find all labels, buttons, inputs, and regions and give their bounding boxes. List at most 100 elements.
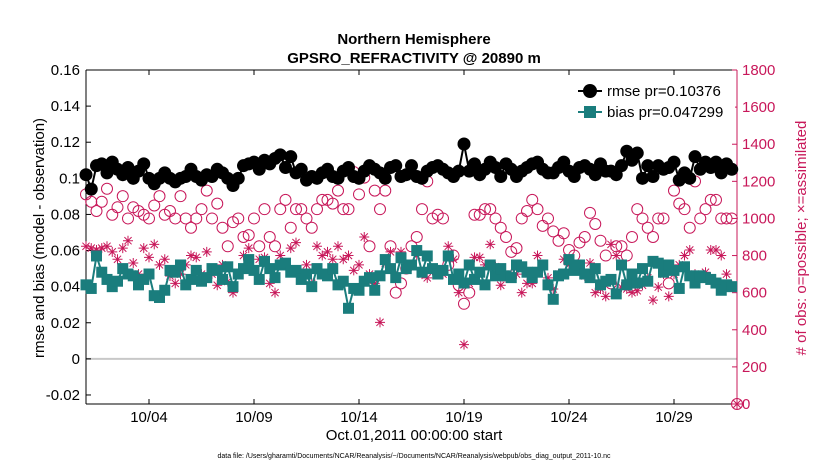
possible-obs-point [389, 286, 402, 299]
rmse-point [84, 182, 98, 196]
bias-point [421, 250, 433, 262]
possible-obs-point [589, 218, 602, 231]
possible-obs-point [95, 195, 108, 208]
y-tick-label: 0.14 [51, 98, 80, 115]
right-axis-end-circle [731, 398, 743, 410]
assimilated-obs-point [149, 239, 160, 250]
possible-obs-point [174, 190, 187, 203]
possible-obs-point [284, 221, 297, 234]
bias-point [364, 272, 375, 284]
assimilated-obs-point [212, 280, 223, 291]
assimilated-obs-point [469, 252, 480, 263]
possible-obs-point [458, 297, 470, 310]
rmse-point [641, 159, 655, 173]
possible-obs-point [410, 231, 423, 243]
possible-obs-point [258, 203, 271, 216]
bias-point [190, 264, 202, 276]
rmse-point [284, 150, 298, 164]
assimilated-obs-point [495, 280, 506, 291]
x-tick-label: 10/09 [235, 409, 273, 426]
bias-point [406, 259, 417, 271]
bias-point [127, 270, 139, 282]
bias-point [616, 259, 627, 271]
rmse-point [646, 170, 660, 184]
rmse-point [468, 157, 481, 171]
rmse-point [294, 162, 308, 176]
rmse-point [636, 171, 649, 185]
bias-point [542, 279, 554, 291]
possible-obs-point [143, 212, 155, 225]
chart-title: Northern Hemisphere [337, 31, 490, 48]
bias-point [259, 255, 270, 267]
possible-obs-point [232, 212, 245, 225]
bias-point [175, 259, 186, 271]
bias-point [169, 266, 181, 278]
possible-obs-point [300, 212, 313, 225]
assimilated-obs-point [86, 243, 97, 254]
rmse-point [279, 160, 292, 174]
assimilated-obs-point [317, 250, 328, 261]
possible-obs-point [263, 231, 276, 243]
rmse-point [725, 162, 739, 176]
assimilated-obs-point [532, 250, 543, 261]
bias-point [248, 264, 260, 276]
y-tick-label: 0.06 [51, 243, 80, 260]
possible-obs-point [311, 203, 323, 216]
assimilated-obs-point [385, 246, 396, 257]
assimilated-obs-point [275, 250, 286, 261]
series-layer [79, 137, 743, 410]
y-axis-right-label: # of obs: o=possible; ×=assimilated [793, 121, 810, 356]
bias-point [490, 270, 501, 282]
bias-point [112, 275, 123, 287]
possible-obs-point [416, 203, 428, 216]
rmse-point [709, 155, 723, 169]
assimilated-obs-point [684, 244, 695, 255]
assimilated-obs-point [91, 244, 102, 255]
bias-point [96, 266, 108, 278]
assimilated-obs-point [663, 291, 674, 302]
assimilated-obs-point [327, 254, 338, 265]
legend-rmse-marker [583, 84, 597, 98]
assimilated-obs-point [354, 259, 364, 270]
bias-point [710, 277, 722, 289]
assimilated-obs-point [154, 259, 165, 270]
x-tick-label: 10/04 [130, 409, 168, 426]
rmse-point [630, 146, 644, 160]
y-tick-label: 0.02 [51, 315, 80, 332]
possible-obs-point [185, 221, 197, 234]
assimilated-obs-point [301, 259, 312, 270]
possible-obs-point [221, 240, 234, 253]
bias-point [385, 263, 396, 275]
assimilated-obs-point [721, 269, 732, 280]
possible-obs-point [342, 203, 355, 216]
assimilated-obs-point [191, 252, 202, 263]
y-tick-right-label: 600 [742, 285, 767, 302]
bias-point [558, 268, 570, 280]
possible-obs-point [216, 221, 229, 234]
bias-point [327, 263, 339, 275]
possible-obs-point [101, 182, 113, 195]
x-tick-label: 10/19 [445, 409, 483, 426]
assimilated-obs-point [144, 252, 154, 263]
possible-obs-point [489, 212, 502, 225]
assimilated-obs-point [112, 254, 123, 265]
bias-point [442, 250, 454, 262]
assimilated-obs-point [632, 285, 643, 296]
bias-point [301, 268, 312, 280]
assimilated-obs-point [138, 243, 149, 254]
assimilated-obs-point [653, 282, 664, 293]
assimilated-obs-point [369, 278, 380, 289]
bias-point [631, 277, 643, 289]
bias-point [652, 257, 664, 269]
possible-obs-point [153, 190, 166, 203]
y-tick-label: 0.08 [51, 206, 80, 223]
footnote: data file: /Users/gharamti/Documents/NCA… [217, 453, 611, 460]
assimilated-obs-point [543, 272, 553, 283]
bias-point [495, 263, 507, 275]
bias-point [369, 284, 381, 296]
assimilated-obs-point [338, 254, 349, 265]
assimilated-obs-point [348, 265, 359, 276]
bias-point [547, 293, 559, 305]
assimilated-obs-point [201, 246, 212, 257]
bias-point [668, 264, 680, 276]
